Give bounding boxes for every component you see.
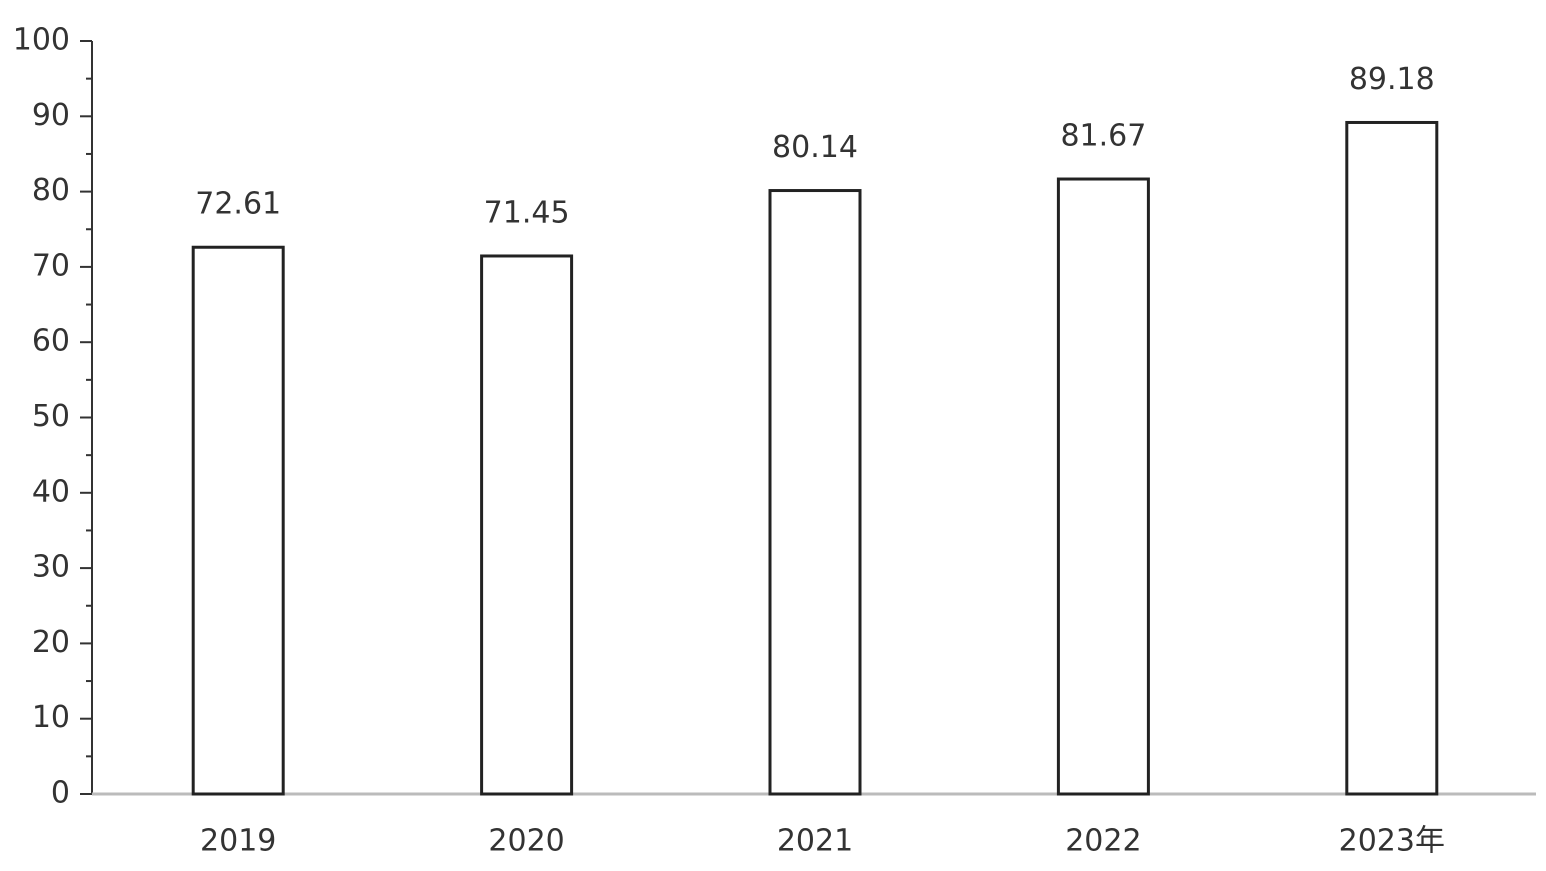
y-tick-label: 30	[32, 550, 70, 585]
bar	[480, 254, 574, 796]
x-tick-label: 2021	[777, 824, 853, 859]
bar	[768, 189, 862, 796]
x-tick-label: 2023年	[1339, 824, 1445, 859]
x-tick-label: 2022	[1065, 824, 1141, 859]
bar	[191, 245, 285, 796]
data-label: 80.14	[772, 130, 858, 165]
y-tick-label: 80	[32, 173, 70, 208]
y-tick-label: 70	[32, 248, 70, 283]
x-tick-label: 2020	[488, 824, 564, 859]
y-tick-label: 100	[13, 23, 70, 58]
y-tick-label: 90	[32, 98, 70, 133]
bar	[1056, 177, 1150, 796]
y-tick-label: 10	[32, 700, 70, 735]
y-tick-label: 50	[32, 399, 70, 434]
data-label: 71.45	[484, 195, 570, 230]
data-label: 72.61	[195, 187, 281, 222]
y-tick-label: 60	[32, 324, 70, 359]
data-label: 81.67	[1060, 119, 1146, 154]
y-tick-label: 40	[32, 474, 70, 509]
y-tick-label: 0	[51, 776, 70, 811]
bar	[1345, 120, 1439, 796]
x-tick-label: 2019	[200, 824, 276, 859]
data-label: 89.18	[1349, 62, 1435, 97]
y-tick-label: 20	[32, 625, 70, 660]
